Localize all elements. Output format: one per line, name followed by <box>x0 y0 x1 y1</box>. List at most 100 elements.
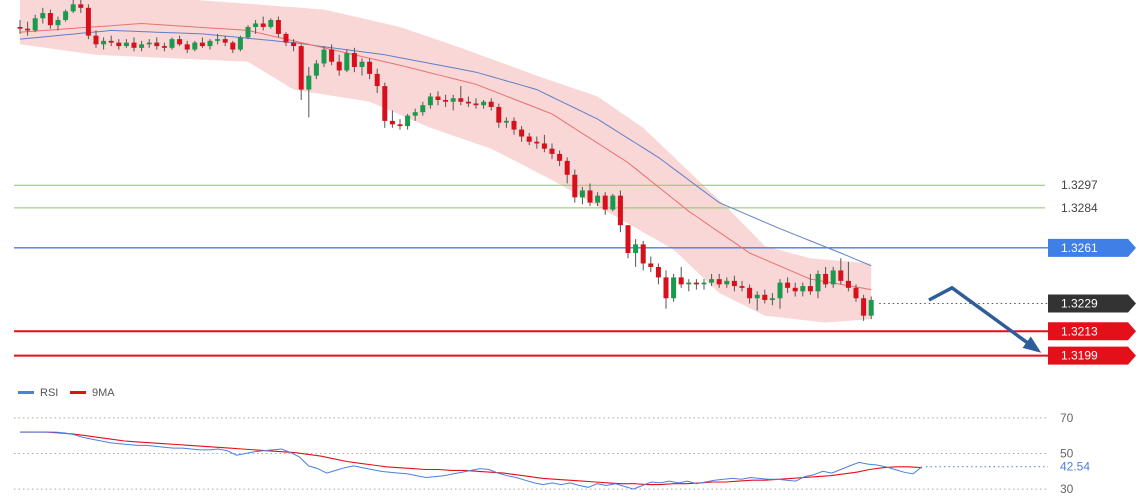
resistance-label: 1.3297 <box>1061 178 1098 192</box>
candle <box>496 103 502 128</box>
candle <box>458 86 464 106</box>
candle <box>503 117 509 128</box>
candle <box>131 37 137 52</box>
rsi-tick-labels: 70 50 30 42.54 <box>1060 411 1090 496</box>
candle <box>146 39 152 48</box>
bollinger-band-area <box>20 0 872 323</box>
support-tag <box>1048 346 1136 365</box>
ma100-line <box>19 29 872 267</box>
candle <box>640 240 646 271</box>
candle <box>663 270 669 309</box>
support-tag <box>1048 322 1136 341</box>
candle <box>769 293 775 306</box>
candle <box>374 68 380 94</box>
candle <box>557 150 563 167</box>
candle <box>861 294 867 321</box>
candle <box>519 126 525 142</box>
candle <box>405 113 411 130</box>
candle <box>579 186 585 205</box>
candle <box>785 277 791 294</box>
candles <box>17 0 874 321</box>
candle <box>412 108 418 121</box>
candle <box>275 16 281 38</box>
candle <box>815 270 821 299</box>
rsi-legend: RSI 9MA <box>18 387 115 399</box>
candle <box>435 91 441 106</box>
candle <box>139 40 145 52</box>
candle <box>488 98 494 111</box>
candle <box>739 280 745 292</box>
candle <box>595 192 601 207</box>
candle <box>17 20 23 34</box>
candle <box>610 193 616 212</box>
rsi-last-value: 42.54 <box>1060 460 1090 474</box>
support-tag-label: 1.3199 <box>1061 349 1098 363</box>
candle <box>617 190 623 233</box>
candle <box>268 18 274 29</box>
candle <box>329 44 335 66</box>
candle <box>762 289 768 304</box>
rsi-lines <box>20 431 923 490</box>
candle <box>283 32 289 47</box>
candle <box>397 119 403 130</box>
candle <box>161 42 167 52</box>
rsi-tick-label: 30 <box>1060 482 1074 496</box>
candle <box>215 33 221 45</box>
candle <box>207 39 213 50</box>
candle <box>169 37 175 50</box>
candle <box>868 296 874 320</box>
candle <box>541 134 547 153</box>
candle <box>443 94 449 107</box>
candle <box>731 275 737 292</box>
candle <box>245 25 251 40</box>
candle <box>481 100 487 109</box>
candle <box>465 96 471 107</box>
rsi-panel: RSI 9MA 70 50 30 42.54 <box>14 387 1090 496</box>
ma9-line <box>20 431 923 486</box>
candle <box>154 37 160 50</box>
candle <box>222 35 228 47</box>
pivot-tag-label: 1.3261 <box>1061 241 1098 255</box>
candle <box>853 284 859 302</box>
candle <box>830 266 836 288</box>
candle <box>800 282 806 297</box>
candle <box>93 30 99 48</box>
candle <box>359 58 365 76</box>
candle <box>298 44 304 100</box>
ma20-line <box>19 22 872 291</box>
forecast-arrowhead <box>1022 336 1042 353</box>
candle <box>260 16 266 31</box>
candle <box>344 49 350 73</box>
candle <box>671 273 677 302</box>
current-price-tag-label: 1.3229 <box>1061 296 1098 310</box>
rsi-tick-label: 50 <box>1060 446 1074 460</box>
candle <box>85 4 91 40</box>
price-tags: 1.3297 1.3284 1.3261 1.3229 1.3213 1.3199 <box>1048 178 1136 365</box>
pivot-tag <box>1048 238 1136 257</box>
forecast-arrow <box>928 285 1042 353</box>
candle <box>192 40 198 52</box>
candle <box>792 282 798 297</box>
candle <box>253 20 259 34</box>
support-tag-label: 1.3213 <box>1061 324 1098 338</box>
candle <box>549 143 555 160</box>
candle <box>526 133 532 146</box>
candle <box>602 192 608 215</box>
ma9-legend-label: 9MA <box>92 387 115 399</box>
candle <box>101 37 107 50</box>
candle <box>724 277 730 288</box>
candle <box>587 183 593 207</box>
current-price-tag <box>1048 294 1136 313</box>
candle <box>63 9 69 22</box>
candle <box>807 273 813 295</box>
candle <box>534 136 540 149</box>
candle <box>777 279 783 309</box>
candle <box>678 266 684 288</box>
rsi-line <box>20 431 923 490</box>
candle <box>511 117 517 135</box>
candle <box>108 35 114 47</box>
candle <box>754 291 760 311</box>
candle <box>47 9 53 29</box>
candle <box>686 279 692 292</box>
candle <box>321 46 327 67</box>
